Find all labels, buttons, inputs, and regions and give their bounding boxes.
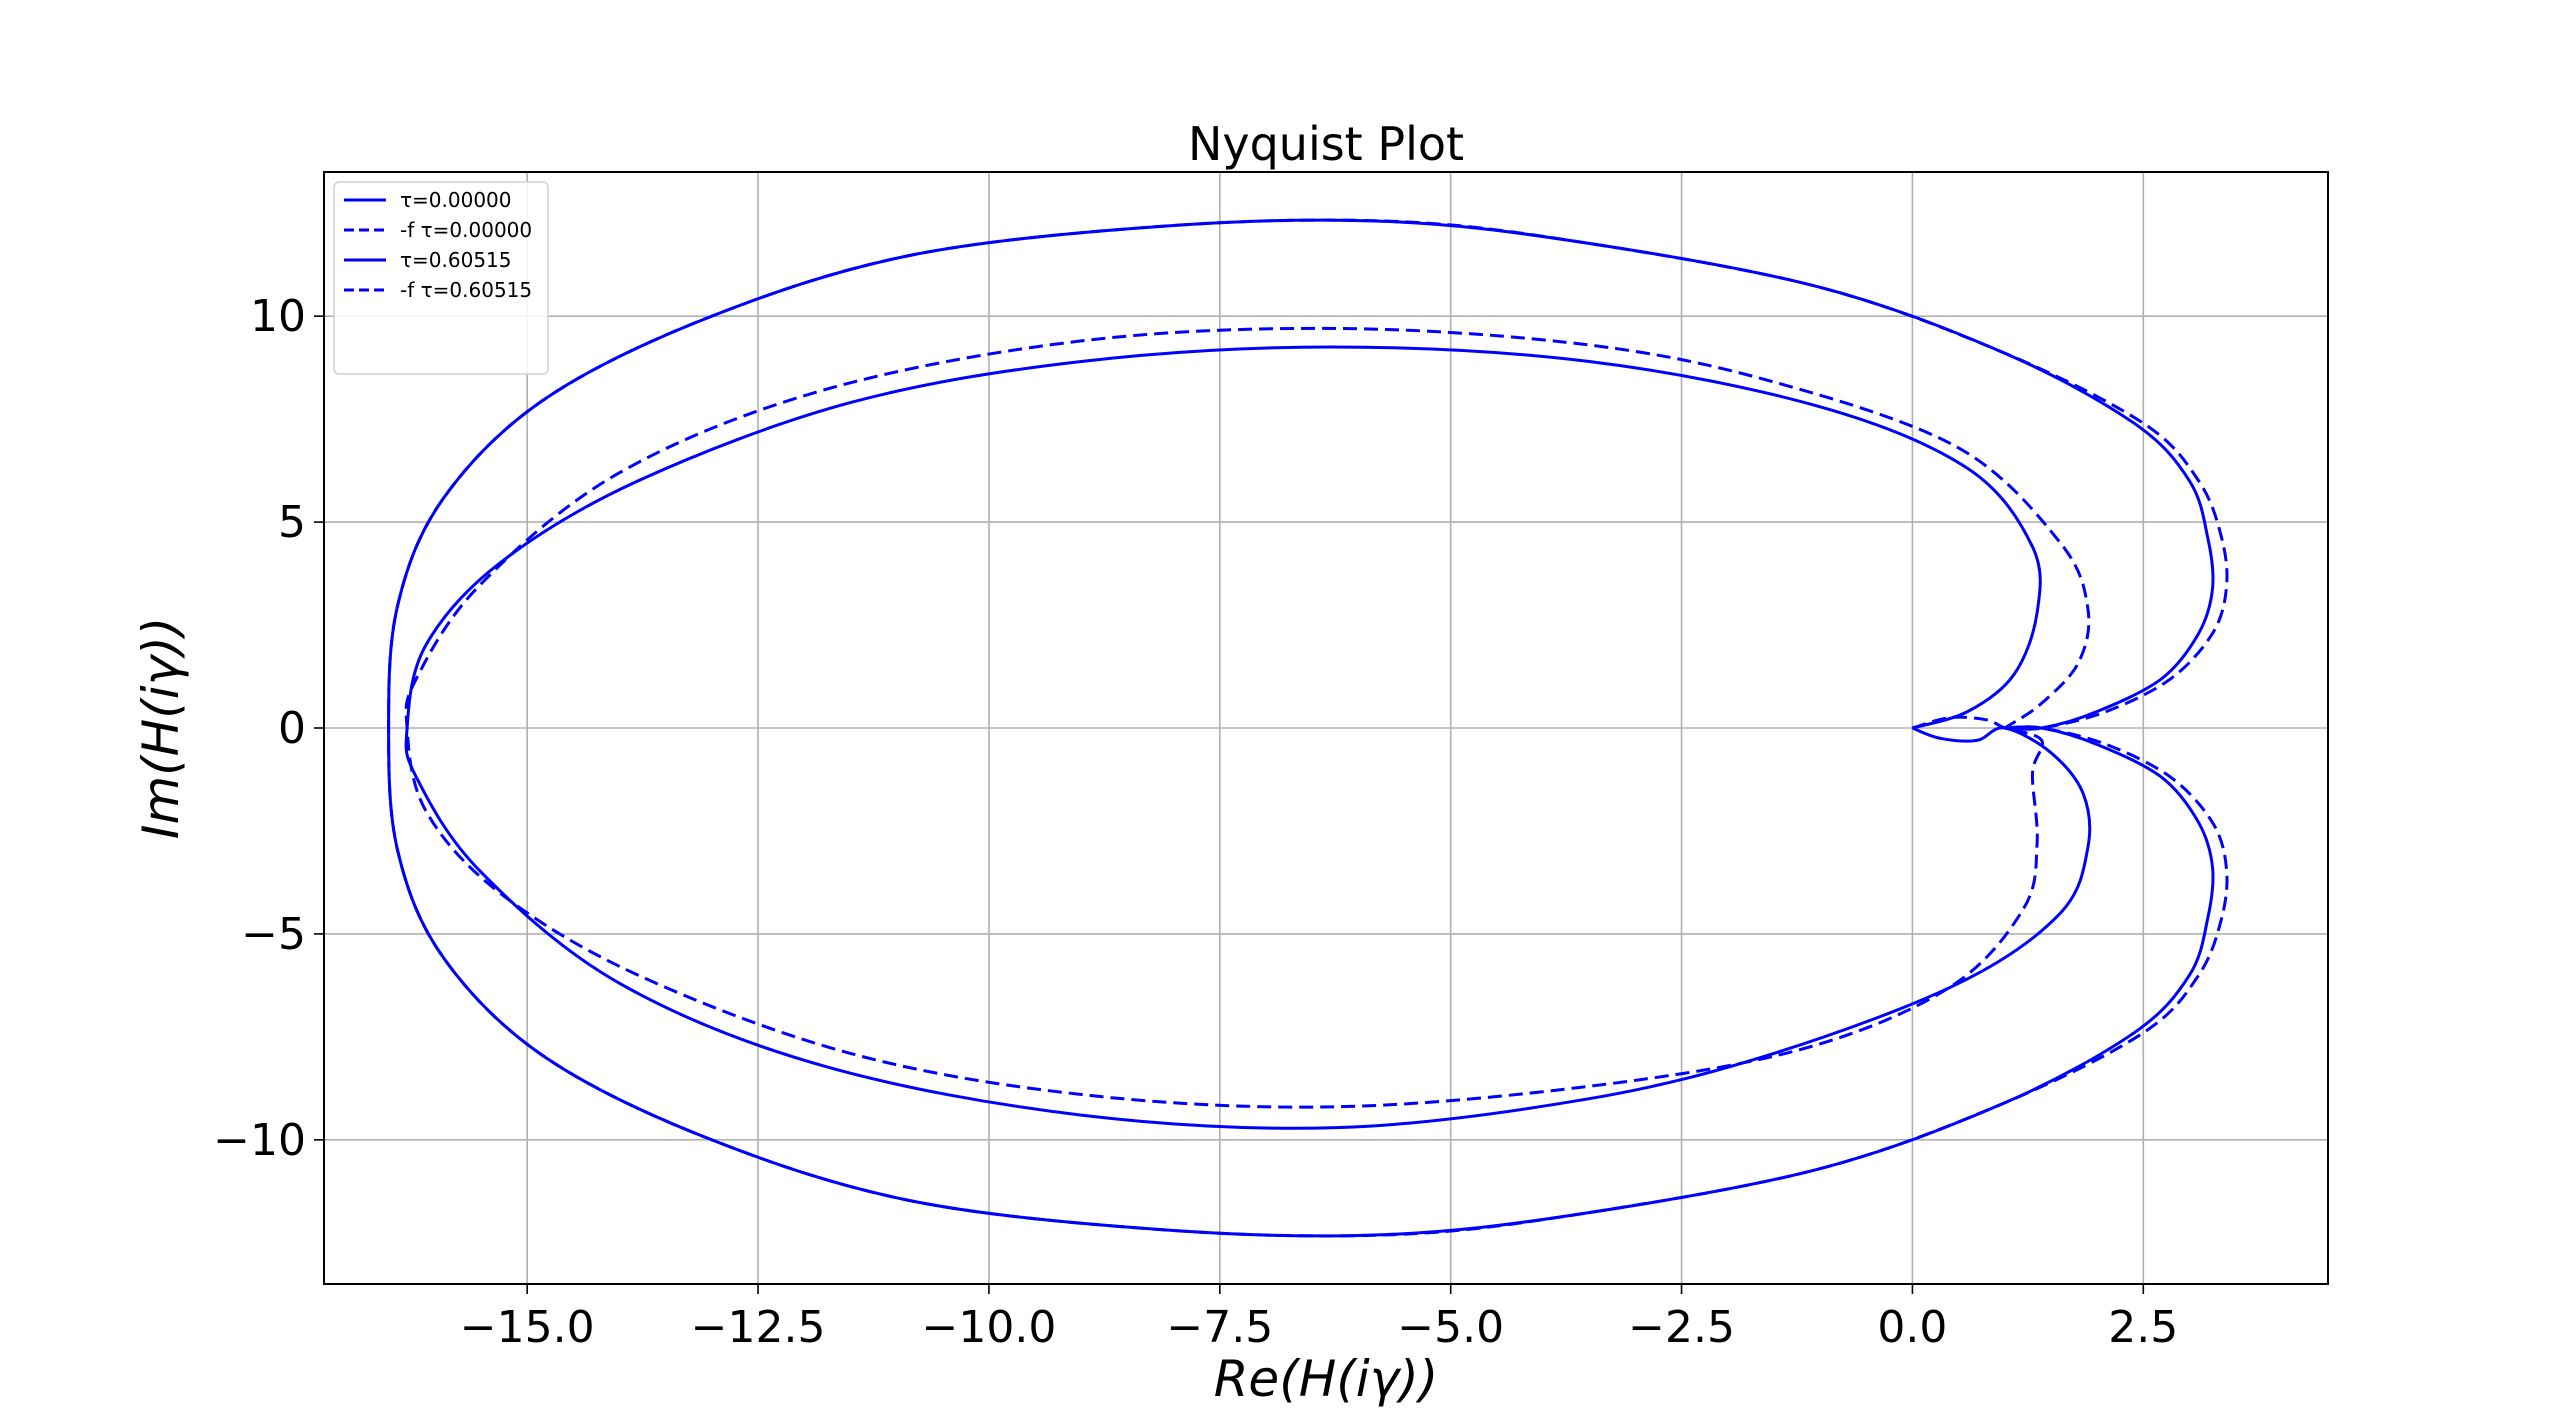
x-tick-label: 0.0 bbox=[1877, 1302, 1947, 1353]
y-tick-label: 5 bbox=[278, 497, 306, 548]
x-tick-label: −2.5 bbox=[1628, 1302, 1735, 1353]
chart-title: Nyquist Plot bbox=[1188, 117, 1464, 171]
x-tick-label: −12.5 bbox=[691, 1302, 826, 1353]
y-axis-title: Im(H(iγ)) bbox=[132, 617, 190, 840]
legend: τ=0.00000 -f τ=0.00000 τ=0.60515 -f τ=0.605… bbox=[333, 181, 549, 375]
x-tick-label: −5.0 bbox=[1397, 1302, 1504, 1353]
x-tick-label: −10.0 bbox=[921, 1302, 1056, 1353]
series-group bbox=[387, 218, 2229, 1238]
series-line-2 bbox=[387, 218, 2229, 1238]
legend-label: -f τ=0.60515 bbox=[400, 278, 532, 302]
series-line-4 bbox=[404, 326, 2091, 1109]
y-tick-label: 10 bbox=[250, 291, 306, 342]
legend-box bbox=[333, 181, 549, 375]
legend-entries: τ=0.00000 -f τ=0.00000 τ=0.60515 -f τ=0.605… bbox=[344, 188, 532, 302]
legend-label: τ=0.60515 bbox=[400, 248, 512, 272]
x-tick-label: −15.0 bbox=[460, 1302, 595, 1353]
x-tick-label: −7.5 bbox=[1166, 1302, 1273, 1353]
ticks: −15.0 −12.5 −10.0 −7.5 −5.0 −2.5 0.0 2.5 10 5 0 −5 −… bbox=[213, 291, 2178, 1353]
x-axis-title: Re(H(iγ)) bbox=[1214, 1350, 1439, 1408]
x-tick-label: 2.5 bbox=[2108, 1302, 2178, 1353]
y-tick-label: −5 bbox=[241, 909, 306, 960]
legend-label: -f τ=0.00000 bbox=[400, 218, 532, 242]
y-tick-label: −10 bbox=[213, 1115, 306, 1166]
y-tick-label: 0 bbox=[278, 703, 306, 754]
grid bbox=[324, 172, 2328, 1284]
legend-label: τ=0.00000 bbox=[400, 188, 512, 212]
series-line-3 bbox=[404, 345, 2092, 1130]
